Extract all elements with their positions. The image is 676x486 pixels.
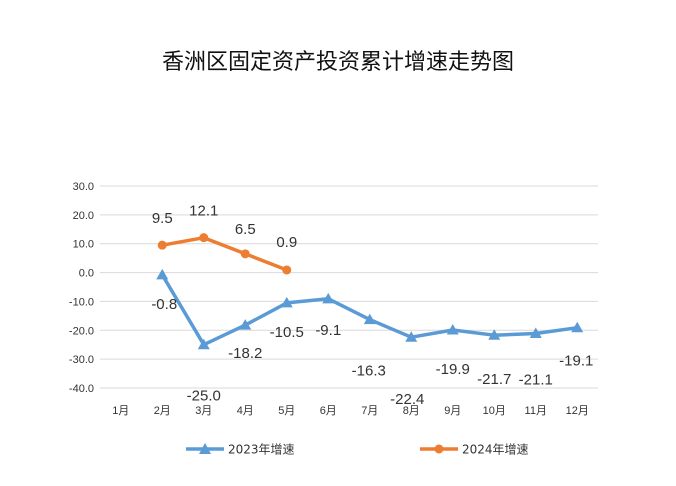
data-point-triangle — [280, 296, 293, 308]
data-point-triangle — [446, 323, 459, 335]
y-tick-label: -30.0 — [69, 354, 94, 366]
y-tick-label: 20.0 — [73, 210, 94, 222]
data-point-circle — [240, 249, 250, 259]
x-tick-label: 5月 — [278, 405, 295, 417]
data-label: -21.1 — [519, 371, 553, 388]
legend-label: 2024年增速 — [462, 443, 529, 457]
grid-lines — [100, 185, 598, 389]
data-point-circle — [199, 233, 209, 243]
data-labels: -0.8 -25.0 -18.2 -10.5 -9.1 -16.3-22.4 -19.9 -2… — [151, 203, 593, 409]
data-label: -16.3 — [352, 363, 386, 380]
data-label: -19.9 — [436, 361, 470, 378]
chart-title: 香洲区固定资产投资累计增速走势图 — [161, 50, 514, 75]
data-label: 9.5 — [152, 210, 173, 227]
y-tick-label: -40.0 — [69, 383, 94, 395]
data-point-triangle — [363, 313, 376, 325]
legend-label: 2023年增速 — [228, 443, 295, 457]
legend-marker-circle — [434, 444, 444, 454]
y-axis-ticks: 30.0 20.0 10.0 0.0 -10.0 -20.0 -30.0 -40.0 — [69, 181, 94, 395]
data-point-triangle — [529, 327, 542, 338]
data-point-triangle — [322, 292, 335, 304]
data-point-circle — [157, 240, 167, 250]
x-tick-label: 2月 — [154, 405, 171, 417]
legend-marker-triangle — [199, 443, 211, 454]
data-point-triangle — [488, 329, 501, 340]
data-point-triangle — [197, 338, 210, 350]
data-label: -18.2 — [228, 345, 262, 362]
series-layer — [156, 233, 584, 350]
data-point-circle — [282, 265, 292, 275]
x-tick-label: 4月 — [237, 405, 254, 417]
y-tick-label: 30.0 — [73, 181, 94, 193]
data-point-triangle — [156, 268, 169, 280]
x-tick-label: 8月 — [403, 405, 420, 417]
x-tick-label: 12月 — [566, 405, 589, 417]
legend: 2023年增速 2024年增速 — [186, 443, 529, 457]
data-label: -0.8 — [151, 296, 177, 313]
x-tick-label: 3月 — [195, 405, 212, 417]
x-tick-label: 11月 — [525, 405, 547, 417]
data-point-triangle — [571, 321, 584, 333]
y-tick-label: 10.0 — [73, 239, 94, 251]
x-tick-label: 10月 — [483, 405, 506, 417]
data-label: -9.1 — [315, 322, 341, 339]
series-line-2023年增速 — [160, 274, 578, 347]
data-point-triangle — [405, 331, 418, 342]
x-axis-ticks: 1月 2月 3月 4月 5月 6月 7月 8月 9月 10月 11月 12月 — [112, 405, 589, 417]
x-tick-label: 7月 — [361, 405, 378, 417]
data-label: 6.5 — [235, 221, 256, 238]
data-point-triangle — [239, 319, 252, 330]
y-tick-label: -20.0 — [69, 325, 94, 337]
data-label: -22.4 — [390, 391, 424, 408]
series-line-2024年增速 — [161, 235, 288, 272]
x-tick-label: 6月 — [320, 405, 337, 417]
data-label: -19.1 — [559, 353, 593, 370]
data-label: 12.1 — [189, 203, 218, 220]
x-tick-label: 9月 — [444, 405, 461, 417]
x-tick-label: 1月 — [112, 405, 129, 417]
data-label: -10.5 — [270, 324, 304, 341]
y-tick-label: 0.0 — [79, 268, 94, 280]
data-label: 0.9 — [276, 234, 297, 251]
y-tick-label: -10.0 — [69, 296, 94, 308]
data-label: -25.0 — [187, 388, 221, 405]
data-label: -21.7 — [477, 371, 511, 388]
